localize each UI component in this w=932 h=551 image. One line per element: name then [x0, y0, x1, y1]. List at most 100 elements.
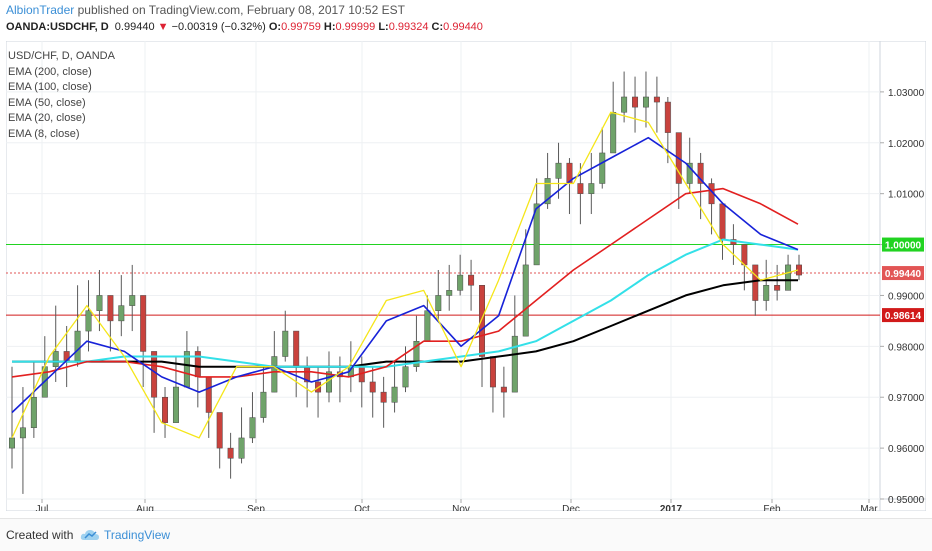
candle-body	[555, 162, 562, 179]
y-tick-label: 1.03000	[888, 88, 925, 99]
candle-body	[785, 264, 792, 291]
candle-body	[544, 178, 551, 205]
ema8-line	[11, 111, 799, 439]
candle-body	[577, 183, 584, 194]
candle-body	[140, 295, 147, 352]
candle-body	[457, 274, 464, 291]
y-tick-label: 0.98000	[888, 342, 925, 353]
price-label-box	[882, 237, 924, 252]
y-tick-label: 1.01000	[888, 190, 925, 201]
tradingview-link[interactable]: TradingView	[104, 528, 171, 542]
candle-body	[227, 447, 234, 459]
candle-body	[599, 152, 606, 184]
candle-body	[74, 330, 81, 362]
legend-item-ema100: EMA (100, close)	[8, 81, 92, 94]
open-label: O:	[268, 21, 282, 33]
candle-body	[533, 203, 540, 266]
candle-body	[610, 111, 617, 154]
last-price: 0.99440	[114, 21, 155, 33]
publish-line: AlbionTrader published on TradingView.co…	[6, 3, 405, 17]
candle-body	[151, 351, 158, 398]
legend-item-ema200: EMA (200, close)	[8, 65, 92, 78]
y-tick-label: 0.95000	[888, 495, 925, 506]
high-label: H:	[323, 21, 336, 33]
low-label: L:	[378, 21, 389, 33]
candle-body	[588, 183, 595, 194]
footer: Created with TradingView	[0, 518, 932, 551]
candle-body	[238, 437, 245, 459]
change-arrow-icon: ▼	[157, 21, 169, 33]
x-tick-label: 2017	[660, 504, 683, 511]
candle-body	[216, 412, 223, 449]
x-tick-label: Nov	[452, 504, 470, 511]
candle-body	[9, 437, 15, 449]
candle-body	[446, 290, 453, 296]
y-tick-label: 0.97000	[888, 393, 925, 404]
candle-body	[282, 330, 289, 357]
y-tick-label: 0.99000	[888, 291, 925, 302]
candle-body	[741, 244, 748, 266]
candle-body	[511, 335, 518, 393]
candle-body	[162, 396, 169, 423]
candle-body	[194, 351, 201, 378]
quote-line: OANDA:USDCHF, D 0.99440 ▼ −0.00319 (−0.3…	[6, 21, 483, 33]
x-tick-label: Feb	[763, 504, 781, 511]
candle-body	[172, 386, 179, 423]
candle-body	[719, 203, 726, 240]
low-value: 0.99324	[388, 21, 429, 33]
legend-item-ema8: EMA (8, close)	[8, 127, 80, 140]
candle-body	[85, 310, 92, 332]
candle-body	[19, 427, 26, 439]
candle-body	[522, 264, 529, 337]
y-tick-label: 0.96000	[888, 444, 925, 455]
candle-body	[632, 96, 639, 108]
close-label: C:	[431, 21, 444, 33]
plot-frame	[5, 40, 927, 512]
candle-body	[763, 285, 770, 301]
x-tick-label: Mar	[860, 504, 878, 511]
legend: USD/CHF, D, OANDA EMA (200, close) EMA (…	[8, 49, 115, 143]
candle-body	[271, 356, 278, 393]
candle-body	[621, 96, 628, 113]
candle-body	[435, 295, 442, 311]
price-label-box	[882, 266, 924, 281]
candle-body	[380, 391, 387, 403]
candle-body	[129, 295, 136, 306]
candle-body	[260, 391, 267, 418]
author-link[interactable]: AlbionTrader	[6, 3, 75, 17]
chart-header: AlbionTrader published on TradingView.co…	[0, 0, 932, 40]
chart-area[interactable]: 1.03000 1.02000 1.01000 1.00000 0.99000 0.980…	[5, 40, 927, 515]
ema200-line	[12, 279, 798, 368]
candle-body	[697, 162, 704, 184]
close-value: 0.99440	[443, 21, 483, 33]
candle-body	[752, 264, 759, 301]
candle-body	[391, 386, 398, 403]
x-tick-label: Jul	[36, 504, 49, 511]
candle-body	[52, 351, 59, 367]
candle-body	[369, 381, 376, 393]
candle-body	[118, 305, 125, 322]
candle-body	[653, 96, 660, 103]
candle-body	[479, 285, 485, 357]
ema100-line	[12, 238, 799, 368]
candle-body	[489, 356, 496, 388]
ema20-line	[11, 136, 799, 414]
tradingview-cloud-icon	[80, 530, 99, 540]
high-value: 0.99999	[335, 21, 376, 33]
candle-body	[468, 274, 475, 286]
candle-body	[107, 295, 114, 322]
legend-title: USD/CHF, D, OANDA	[8, 50, 115, 62]
created-with-label: Created with	[6, 528, 74, 542]
candle-body	[664, 101, 671, 133]
candle-body	[774, 285, 781, 291]
candle-body	[402, 366, 409, 388]
price-label: 0.98614	[885, 311, 922, 322]
open-value: 0.99759	[281, 21, 321, 33]
candle-body	[30, 396, 37, 429]
x-tick-label: Aug	[136, 504, 154, 511]
price-label: 0.99440	[885, 269, 922, 280]
legend-item-ema20: EMA (20, close)	[8, 112, 86, 125]
candle-body	[642, 96, 649, 108]
price-chart[interactable]: 1.03000 1.02000 1.01000 1.00000 0.99000 0.980…	[5, 40, 927, 515]
candle-body	[96, 295, 103, 311]
